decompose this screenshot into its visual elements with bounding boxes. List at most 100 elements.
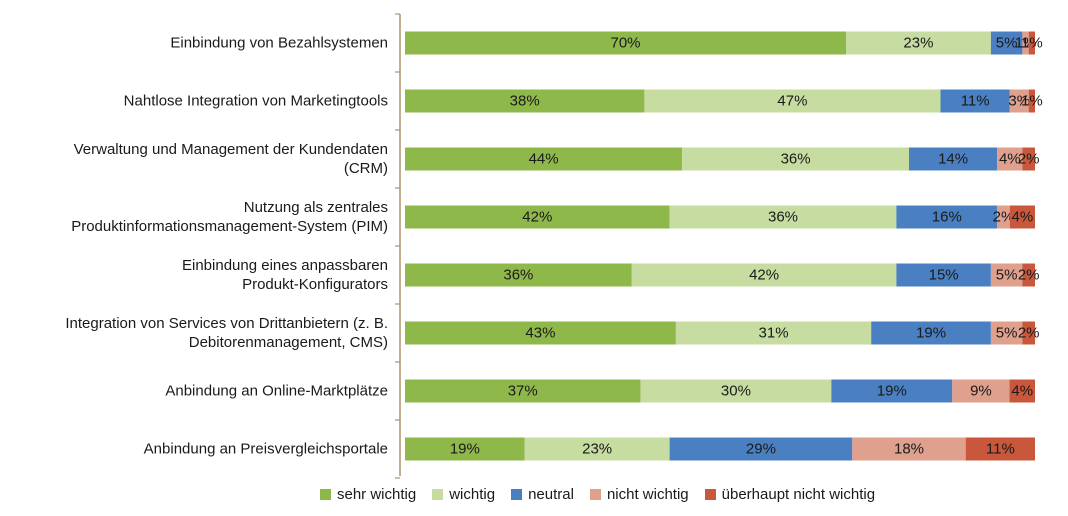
category-label: Debitorenmanagement, CMS) (189, 334, 388, 351)
bar-segment (631, 263, 897, 287)
category-label: Einbindung eines anpassbaren (182, 257, 388, 274)
legend-label: nicht wichtig (606, 485, 689, 503)
bar-value-label: 19% (450, 441, 480, 458)
legend-swatch (320, 488, 331, 500)
category-label: Produktinformationsmanagement-System (PI… (71, 218, 388, 235)
bar-value-label: 38% (510, 93, 540, 110)
bar-value-label: 42% (522, 209, 552, 226)
bar-segment (405, 205, 670, 229)
bar-value-label: 4% (1011, 383, 1033, 400)
bar-value-label: 43% (525, 325, 555, 342)
chart-legend: sehr wichtig wichtig neutral nicht wichtig ü… (320, 482, 875, 506)
bar-value-label: 2% (1018, 267, 1040, 284)
bar-value-label: 47% (777, 93, 807, 110)
bar-value-label: 23% (582, 441, 612, 458)
legend-label: überhaupt nicht wichtig (721, 485, 876, 503)
bar-segment (990, 321, 1023, 345)
bar-segment (405, 379, 641, 403)
stacked-bar-chart: Einbindung von Bezahlsystemen 70% 23% 5% 1% 1… (65, 13, 1043, 479)
bar-segment (405, 321, 676, 345)
bar-segment (871, 321, 991, 345)
bar-value-label: 4% (999, 151, 1021, 168)
bar-value-label: 42% (749, 267, 779, 284)
bar-segment (644, 89, 941, 113)
bar-segment (1022, 263, 1035, 287)
bar-segment (669, 437, 853, 461)
bar-segment (1009, 205, 1035, 229)
bar-segment (952, 379, 1010, 403)
bar-value-label: 30% (721, 383, 751, 400)
bar-segment (831, 379, 953, 403)
bar-segment (1022, 31, 1029, 55)
bar-segment (1022, 147, 1035, 171)
bar-value-label: 5% (996, 267, 1018, 284)
legend-item: nicht wichtig (589, 485, 689, 503)
bar-segment (405, 263, 632, 287)
bar-segment (990, 31, 1023, 55)
legend-item: sehr wichtig (320, 486, 416, 503)
legend-swatch (432, 488, 444, 500)
legend-swatch (589, 488, 601, 500)
bar-value-label: 23% (903, 35, 933, 52)
bar-value-label: 5% (996, 325, 1018, 342)
legend-swatch (704, 488, 716, 500)
bar-value-label: 2% (1018, 325, 1040, 342)
legend-item: neutral (511, 486, 574, 503)
legend-label: wichtig (449, 485, 496, 503)
bar-value-label: 1% (1021, 93, 1043, 110)
bar-value-label: 44% (529, 151, 559, 168)
legend-item: überhaupt nicht wichtig (704, 485, 876, 503)
category-label: Nutzung als zentrales (244, 199, 388, 216)
bar-segment (1028, 31, 1035, 55)
bar-segment (405, 31, 846, 55)
category-label: Einbindung von Bezahlsystemen (170, 35, 388, 52)
bar-value-label: 4% (1012, 209, 1034, 226)
bar-segment (896, 263, 991, 287)
category-label: Anbindung an Preisvergleichsportale (144, 441, 388, 458)
bar-segment (940, 89, 1010, 113)
bar-value-label: 2% (1018, 151, 1040, 168)
bar-value-label: 19% (916, 325, 946, 342)
bar-value-label: 29% (746, 441, 776, 458)
bar-segment (1009, 89, 1029, 113)
bar-value-label: 11% (986, 441, 1015, 458)
bar-value-label: 31% (759, 325, 789, 342)
bar-value-label: 36% (768, 209, 798, 226)
bar-segment (405, 147, 683, 171)
bar-segment (405, 89, 645, 113)
bar-value-label: 18% (894, 441, 924, 458)
bar-segment (675, 321, 872, 345)
category-label: Anbindung an Online-Marktplätze (165, 383, 388, 400)
bar-segment (405, 437, 525, 461)
bar-value-label: 70% (610, 35, 640, 52)
bar-segment (682, 147, 909, 171)
bar-value-label: 11% (961, 93, 990, 110)
bar-segment (846, 31, 991, 55)
bar-segment (1022, 321, 1035, 345)
bar-value-label: 16% (932, 209, 962, 226)
bar-value-label: 37% (508, 383, 538, 400)
legend-item: wichtig (432, 486, 495, 503)
category-label: Verwaltung und Management der Kundendate… (74, 141, 388, 158)
bar-value-label: 15% (929, 267, 959, 284)
bar-value-label: 36% (503, 267, 533, 284)
bar-segment (1028, 89, 1035, 113)
bar-segment (997, 205, 1010, 229)
bar-value-label: 2% (993, 209, 1015, 226)
bar-value-label: 36% (781, 151, 811, 168)
bar-value-label: 14% (938, 151, 968, 168)
bar-value-label: 9% (970, 383, 992, 400)
bar-value-label: 3% (1008, 93, 1030, 110)
bar-segment (909, 147, 998, 171)
bar-segment (990, 263, 1023, 287)
category-label: Integration von Services von Drittanbiet… (65, 315, 388, 332)
category-label: Produkt-Konfigurators (242, 276, 388, 293)
bar-value-label: 1% (1021, 35, 1043, 52)
bar-segment (997, 147, 1023, 171)
legend-label: sehr wichtig (337, 485, 417, 503)
category-label: Nahtlose Integration von Marketingtools (124, 93, 388, 110)
bar-segment (965, 437, 1035, 461)
bar-segment (852, 437, 966, 461)
bar-segment (640, 379, 832, 403)
bar-segment (896, 205, 998, 229)
